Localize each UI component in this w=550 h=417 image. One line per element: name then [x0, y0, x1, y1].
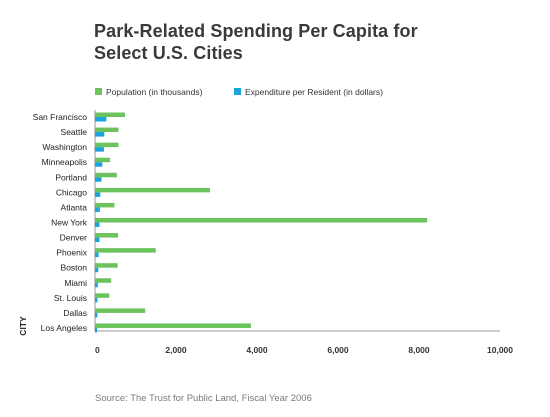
bar-expenditure	[95, 147, 104, 152]
category-label: Minneapolis	[42, 157, 87, 167]
bar-expenditure	[95, 237, 100, 243]
legend-swatch-population	[95, 88, 102, 95]
bar-population	[95, 217, 428, 223]
category-labels: San Francisco Seattle Washington Minneapoli…	[33, 112, 88, 333]
bar-population	[95, 112, 125, 117]
legend-swatch-expenditure	[234, 88, 241, 95]
x-tick-label: 10,000	[487, 345, 513, 355]
bar-expenditure	[95, 312, 98, 318]
category-label: San Francisco	[33, 112, 88, 122]
legend-label-expenditure: Expenditure per Resident (in dollars)	[245, 87, 383, 97]
bar-population	[95, 127, 119, 133]
bar-expenditure	[95, 162, 103, 167]
bar-expenditure	[95, 177, 102, 182]
bar-expenditure	[95, 117, 107, 122]
source-note: Source: The Trust for Public Land, Fisca…	[95, 393, 312, 404]
legend: Population (in thousands) Expenditure pe…	[95, 87, 383, 97]
category-label: Phoenix	[56, 248, 87, 258]
bar-expenditure	[95, 282, 98, 288]
bar-population	[95, 248, 156, 253]
chart-title: Park-Related Spending Per Capita for Sel…	[94, 21, 418, 63]
bar-population	[95, 233, 119, 238]
category-label: Los Angeles	[41, 323, 87, 333]
bars-group	[95, 112, 428, 333]
bar-population	[95, 202, 115, 208]
category-label: Atlanta	[61, 202, 88, 212]
x-tick-labels: 0 2,000 4,000 6,000 8,000 10,000	[95, 345, 513, 355]
bar-population	[95, 308, 146, 313]
x-tick-label: 6,000	[327, 345, 349, 355]
bar-expenditure	[95, 327, 98, 333]
category-label: New York	[51, 217, 88, 227]
category-label: Denver	[60, 233, 88, 243]
category-label: Portland	[55, 172, 87, 182]
bar-expenditure	[95, 132, 105, 137]
category-label: Dallas	[63, 308, 87, 318]
bar-population	[95, 293, 110, 298]
bar-population	[95, 187, 211, 193]
bar-population	[95, 263, 118, 268]
category-label: Seattle	[61, 127, 88, 137]
x-tick-label: 2,000	[165, 345, 187, 355]
bar-expenditure	[95, 297, 98, 303]
bar-population	[95, 323, 251, 328]
bar-expenditure	[95, 222, 100, 227]
category-label: Chicago	[56, 187, 87, 197]
bar-population	[95, 278, 112, 283]
legend-label-population: Population (in thousands)	[106, 87, 203, 97]
y-axis-label: CITY	[18, 316, 28, 336]
x-tick-label: 4,000	[246, 345, 268, 355]
bar-population	[95, 172, 117, 178]
category-label: Boston	[61, 263, 88, 273]
category-label: Washington	[42, 142, 87, 152]
x-tick-label: 0	[95, 345, 100, 355]
category-label: Miami	[64, 278, 87, 288]
bar-population	[95, 157, 110, 163]
category-label: St. Louis	[54, 293, 87, 303]
bar-expenditure	[95, 207, 100, 212]
bar-expenditure	[95, 267, 99, 273]
bar-expenditure	[95, 252, 99, 258]
bar-population	[95, 142, 119, 148]
x-tick-label: 8,000	[408, 345, 430, 355]
bar-expenditure	[95, 192, 101, 197]
